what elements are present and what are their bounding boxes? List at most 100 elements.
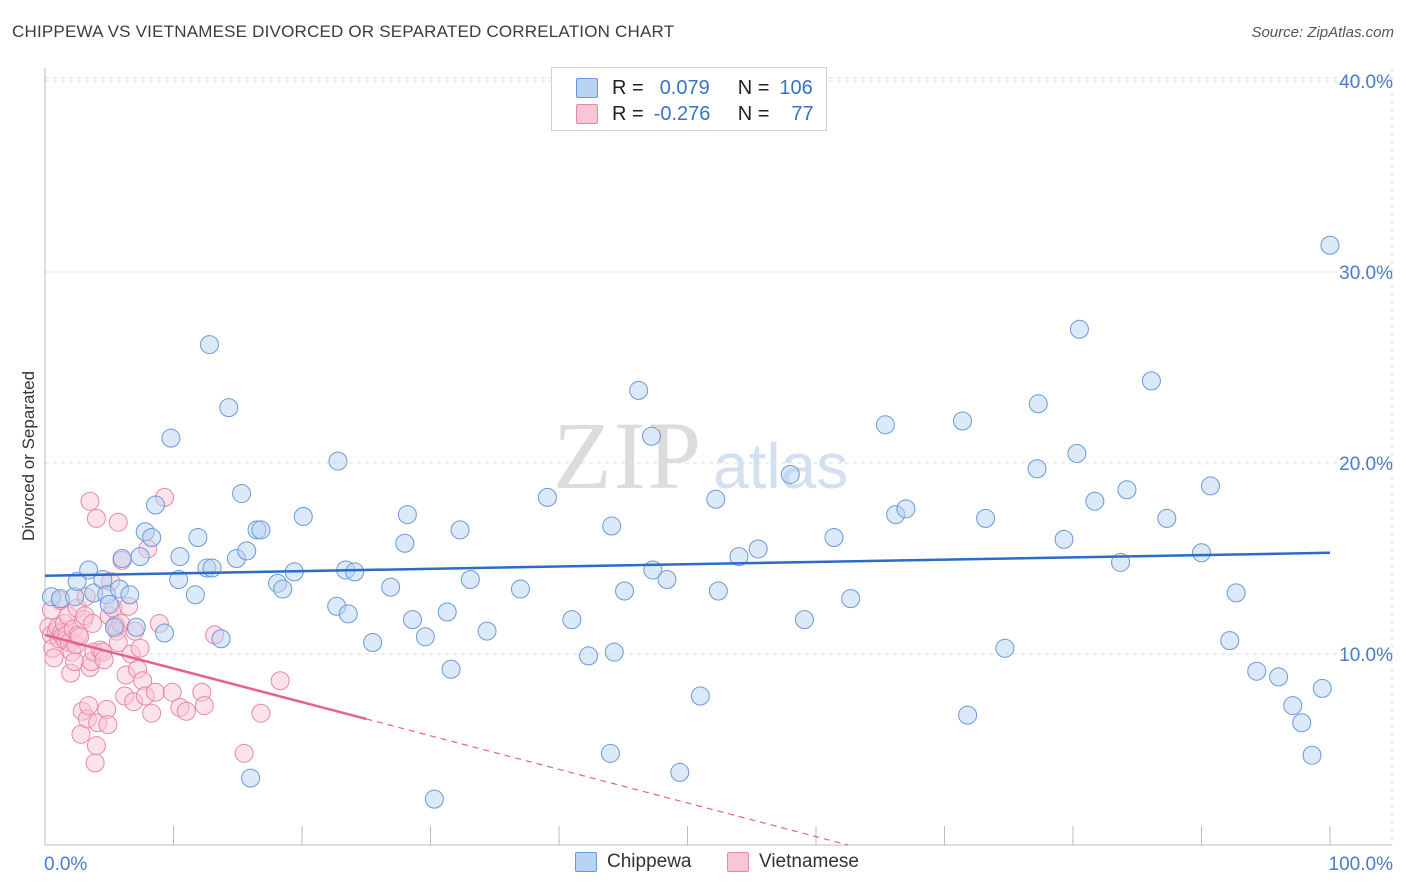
grid-lines <box>45 68 1393 845</box>
chippewa-point <box>1069 319 1089 339</box>
chippewa-point <box>1027 459 1047 479</box>
legend-n-value: 106 <box>779 76 813 99</box>
chippewa-point <box>629 380 649 400</box>
chippewa-point <box>202 558 222 578</box>
vietnamese-point <box>86 508 106 528</box>
series-legend-chippewa: Chippewa <box>575 851 692 873</box>
chippewa-point <box>615 581 635 601</box>
chippewa-point <box>67 571 87 591</box>
chippewa-point <box>1292 713 1312 733</box>
chippewa-point <box>1312 678 1332 698</box>
chippewa-point <box>345 562 365 582</box>
chippewa-point <box>604 642 624 662</box>
x-tick-labels: 0.0% 100.0% <box>44 854 1393 875</box>
legend-swatch-vietnamese <box>576 104 598 124</box>
chippewa-point <box>1028 394 1048 414</box>
legend-r-label: R = <box>612 76 644 99</box>
chippewa-point <box>104 617 124 637</box>
legend-row-vietnamese: R = -0.276 N = 77 <box>576 102 814 126</box>
chippewa-point <box>146 495 166 515</box>
legend-n-label: N = <box>737 102 770 125</box>
chippewa-point <box>424 789 444 809</box>
vietnamese-point <box>79 696 99 716</box>
chippewa-point <box>729 547 749 567</box>
chippewa-point <box>780 464 800 484</box>
vietnamese-point <box>86 736 106 756</box>
chippewa-point <box>1320 235 1340 255</box>
chippewa-point <box>600 743 620 763</box>
chippewa-point <box>130 547 150 567</box>
chippewa-point <box>1067 443 1087 463</box>
chippewa-point <box>232 484 252 504</box>
chippewa-point <box>824 527 844 547</box>
vietnamese-point <box>270 671 290 691</box>
chart-source: Source: ZipAtlas.com <box>1251 24 1394 41</box>
vietnamese-point <box>94 650 114 670</box>
chippewa-point <box>328 451 348 471</box>
chippewa-point <box>1302 745 1322 765</box>
correlation-legend: R = 0.079 N = 106 R = -0.276 N = 77 <box>551 67 827 131</box>
chippewa-point <box>273 579 293 599</box>
chippewa-point <box>241 768 261 788</box>
vietnamese-point <box>194 696 214 716</box>
chippewa-point <box>142 527 162 547</box>
series-vietnamese-points <box>39 487 290 773</box>
vietnamese-point <box>44 648 64 668</box>
series-chippewa-points <box>41 235 1340 809</box>
series-legend-swatch-vietnamese <box>727 852 749 872</box>
chippewa-point <box>437 602 457 622</box>
vietnamese-point <box>83 613 103 633</box>
chippewa-point <box>958 705 978 725</box>
chippewa-point <box>562 610 582 630</box>
chippewa-point <box>161 428 181 448</box>
x-tick-label: 100.0% <box>1329 854 1394 875</box>
y-axis-label: Divorced or Separated <box>19 371 38 541</box>
chippewa-point <box>875 415 895 435</box>
chippewa-point <box>1085 491 1105 511</box>
chippewa-point <box>952 411 972 431</box>
chippewa-point <box>403 610 423 630</box>
series-legend-swatch-chippewa <box>575 852 597 872</box>
x-tick-label: 0.0% <box>44 854 87 875</box>
vietnamese-point <box>234 743 254 763</box>
y-tick-label: 10.0% <box>1339 645 1393 666</box>
vietnamese-point <box>162 682 182 702</box>
chippewa-point <box>155 623 175 643</box>
chippewa-point <box>395 533 415 553</box>
vietnamese-trend-line <box>44 633 367 721</box>
chippewa-point <box>237 541 257 561</box>
chippewa-point <box>657 570 677 590</box>
chippewa-point <box>199 335 219 355</box>
chippewa-point <box>188 527 208 547</box>
chippewa-point <box>1200 476 1220 496</box>
chippewa-point <box>794 610 814 630</box>
chippewa-point <box>976 508 996 528</box>
series-legend-vietnamese: Vietnamese <box>727 851 859 873</box>
chippewa-point <box>706 489 726 509</box>
chippewa-trend-line <box>44 551 1331 577</box>
chippewa-point <box>397 505 417 525</box>
legend-r-label: R = <box>612 102 644 125</box>
legend-r-value: 0.079 <box>659 76 710 99</box>
chippewa-point <box>211 629 231 649</box>
chippewa-point <box>185 585 205 605</box>
vietnamese-point <box>98 715 118 735</box>
trend-lines <box>44 551 1331 846</box>
axes <box>44 68 1392 846</box>
chippewa-point <box>537 487 557 507</box>
chippewa-point <box>896 499 916 519</box>
watermark: ZIP atlas <box>553 402 848 509</box>
chippewa-point <box>602 516 622 536</box>
legend-n-value: 77 <box>791 102 814 125</box>
legend-r-value: -0.276 <box>653 102 711 125</box>
vietnamese-point <box>251 703 271 723</box>
chippewa-point <box>293 506 313 526</box>
y-tick-labels: 10.0% 20.0% 30.0% 40.0% <box>1339 72 1393 666</box>
chippewa-point <box>219 398 239 418</box>
chippewa-point <box>450 520 470 540</box>
chippewa-point <box>708 581 728 601</box>
legend-swatch-chippewa <box>576 78 598 98</box>
chippewa-point <box>510 579 530 599</box>
vietnamese-point <box>85 753 105 773</box>
